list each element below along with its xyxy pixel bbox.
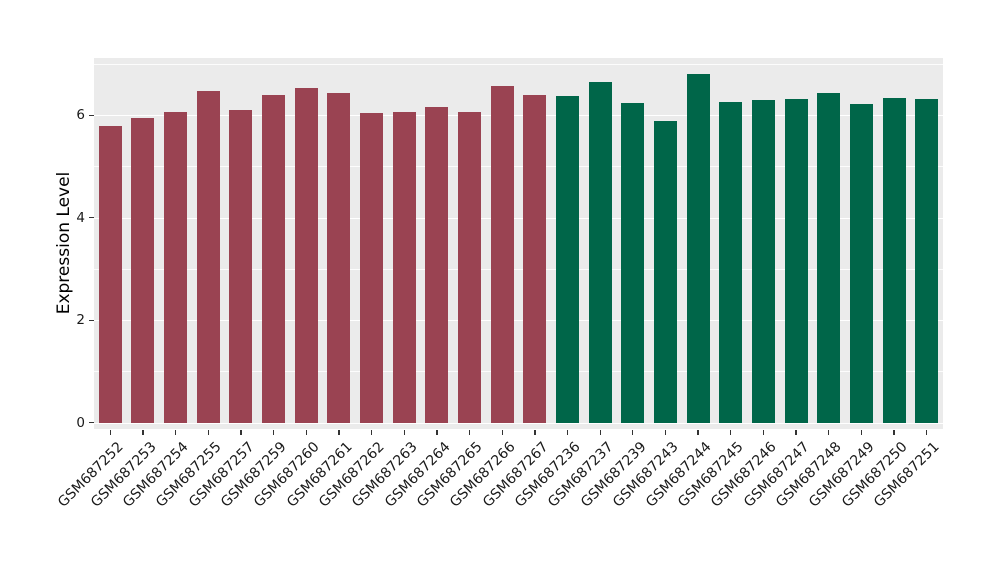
x-tick: [534, 430, 536, 435]
y-tick-label: 4: [76, 209, 85, 226]
x-tick: [305, 430, 307, 435]
x-tick: [403, 430, 405, 435]
bar-GSM687250: [882, 98, 906, 423]
x-tick-label: GSM687254: [120, 439, 192, 511]
x-tick: [142, 430, 144, 435]
bar-GSM687247: [784, 99, 808, 423]
bar-GSM687249: [849, 103, 873, 423]
x-tick-label: GSM687249: [806, 439, 878, 511]
x-tick: [860, 430, 863, 435]
bar-GSM687266: [490, 86, 514, 423]
bar-GSM687245: [719, 102, 743, 423]
gridline-major: [94, 217, 943, 219]
x-tick-label: GSM687260: [250, 439, 323, 511]
gridline-major: [94, 320, 943, 322]
x-tick-label: GSM687246: [708, 439, 780, 511]
bar-GSM687267: [523, 94, 547, 423]
x-tick: [272, 430, 275, 435]
x-tick: [109, 430, 112, 435]
x-tick-label: GSM687266: [446, 439, 519, 511]
x-tick-label: GSM687267: [479, 439, 552, 511]
x-tick: [632, 430, 634, 435]
x-tick-label: GSM687248: [773, 439, 846, 511]
x-tick-label: GSM687251: [871, 439, 943, 511]
x-tick-label: GSM687244: [642, 439, 715, 511]
x-tick-label: GSM687255: [152, 439, 225, 511]
x-tick: [468, 430, 471, 435]
x-tick: [697, 430, 699, 435]
bar-GSM687246: [751, 100, 775, 423]
x-tick: [599, 430, 601, 435]
x-tick-label: GSM687265: [414, 439, 486, 511]
gridline-major: [94, 115, 943, 117]
x-tick-label: GSM687262: [316, 439, 388, 511]
gridline-minor: [94, 268, 943, 270]
y-tick: [89, 422, 94, 424]
x-tick-label: GSM687237: [544, 439, 617, 511]
bar-GSM687248: [817, 92, 841, 423]
x-tick-label: GSM687236: [512, 439, 584, 511]
x-tick-label: GSM687253: [87, 439, 160, 511]
bar-GSM687264: [425, 106, 449, 423]
bar-GSM687262: [360, 112, 384, 423]
x-tick-label: GSM687264: [381, 439, 454, 511]
x-tick-label: GSM687245: [675, 439, 748, 511]
y-tick-label: 6: [76, 107, 85, 123]
bar-GSM687243: [653, 121, 677, 423]
x-tick: [501, 430, 503, 435]
x-tick: [566, 430, 569, 435]
x-tick-label: GSM687247: [740, 439, 813, 511]
gridline-minor: [94, 63, 943, 65]
x-tick: [436, 430, 438, 435]
bar-GSM687255: [196, 91, 220, 423]
plot-panel: [94, 58, 943, 429]
x-tick: [762, 430, 765, 435]
x-tick: [175, 430, 177, 435]
x-tick: [207, 430, 209, 435]
x-tick-label: GSM687243: [610, 439, 682, 511]
x-tick-label: GSM687239: [577, 439, 650, 511]
x-tick: [730, 430, 732, 435]
x-tick: [926, 430, 928, 435]
x-tick-label: GSM687250: [838, 439, 911, 511]
y-tick-label: 0: [76, 414, 85, 431]
bar-GSM687244: [686, 74, 710, 423]
bar-GSM687253: [131, 117, 155, 423]
x-tick-label: GSM687257: [185, 439, 258, 511]
x-tick: [893, 430, 895, 435]
x-tick-label: GSM687261: [283, 439, 356, 511]
bar-GSM687261: [327, 92, 351, 423]
y-tick: [89, 114, 94, 116]
bar-GSM687265: [458, 112, 482, 423]
x-tick-label: GSM687252: [55, 439, 127, 511]
bar-GSM687252: [98, 126, 122, 423]
bar-GSM687237: [588, 81, 612, 423]
x-tick: [370, 430, 373, 435]
bar-GSM687251: [915, 99, 939, 423]
y-tick: [89, 319, 94, 321]
y-tick: [89, 217, 94, 219]
bar-GSM687239: [621, 102, 645, 423]
gridline-minor: [94, 371, 943, 372]
bar-GSM687254: [164, 111, 188, 423]
y-axis-title: Expression Level: [54, 171, 74, 315]
bar-GSM687260: [294, 87, 318, 423]
bar-GSM687259: [262, 94, 286, 423]
bar-GSM687263: [392, 112, 416, 423]
y-tick-label: 2: [76, 312, 85, 328]
gridline-minor: [94, 166, 943, 167]
x-tick: [338, 430, 340, 435]
x-tick: [240, 430, 242, 435]
bar-GSM687236: [555, 95, 579, 423]
x-tick-label: GSM687259: [218, 439, 290, 511]
gridline-major: [94, 422, 943, 424]
x-tick-label: GSM687263: [348, 439, 421, 511]
x-tick: [828, 430, 830, 435]
bar-GSM687257: [229, 109, 253, 423]
x-tick: [795, 430, 797, 435]
x-tick: [664, 430, 667, 435]
